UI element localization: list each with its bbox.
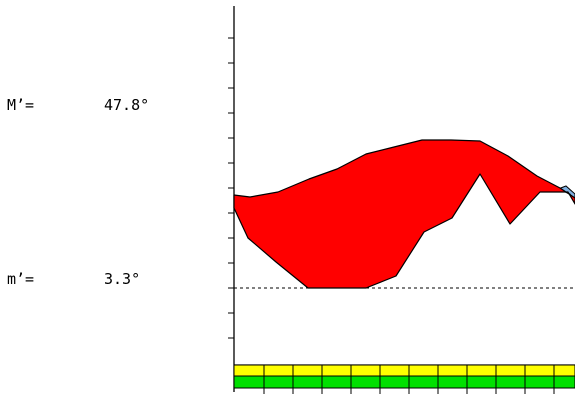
band-top [233, 364, 575, 377]
band-divisions [263, 365, 555, 394]
max-value: 47.8° [104, 96, 150, 114]
y-axis-ticks [228, 37, 234, 339]
max-label: M’= [7, 96, 35, 114]
min-label: m’= [7, 270, 35, 288]
main-region [233, 139, 575, 289]
min-value: 3.3° [104, 270, 141, 288]
band-bottom [233, 375, 575, 389]
